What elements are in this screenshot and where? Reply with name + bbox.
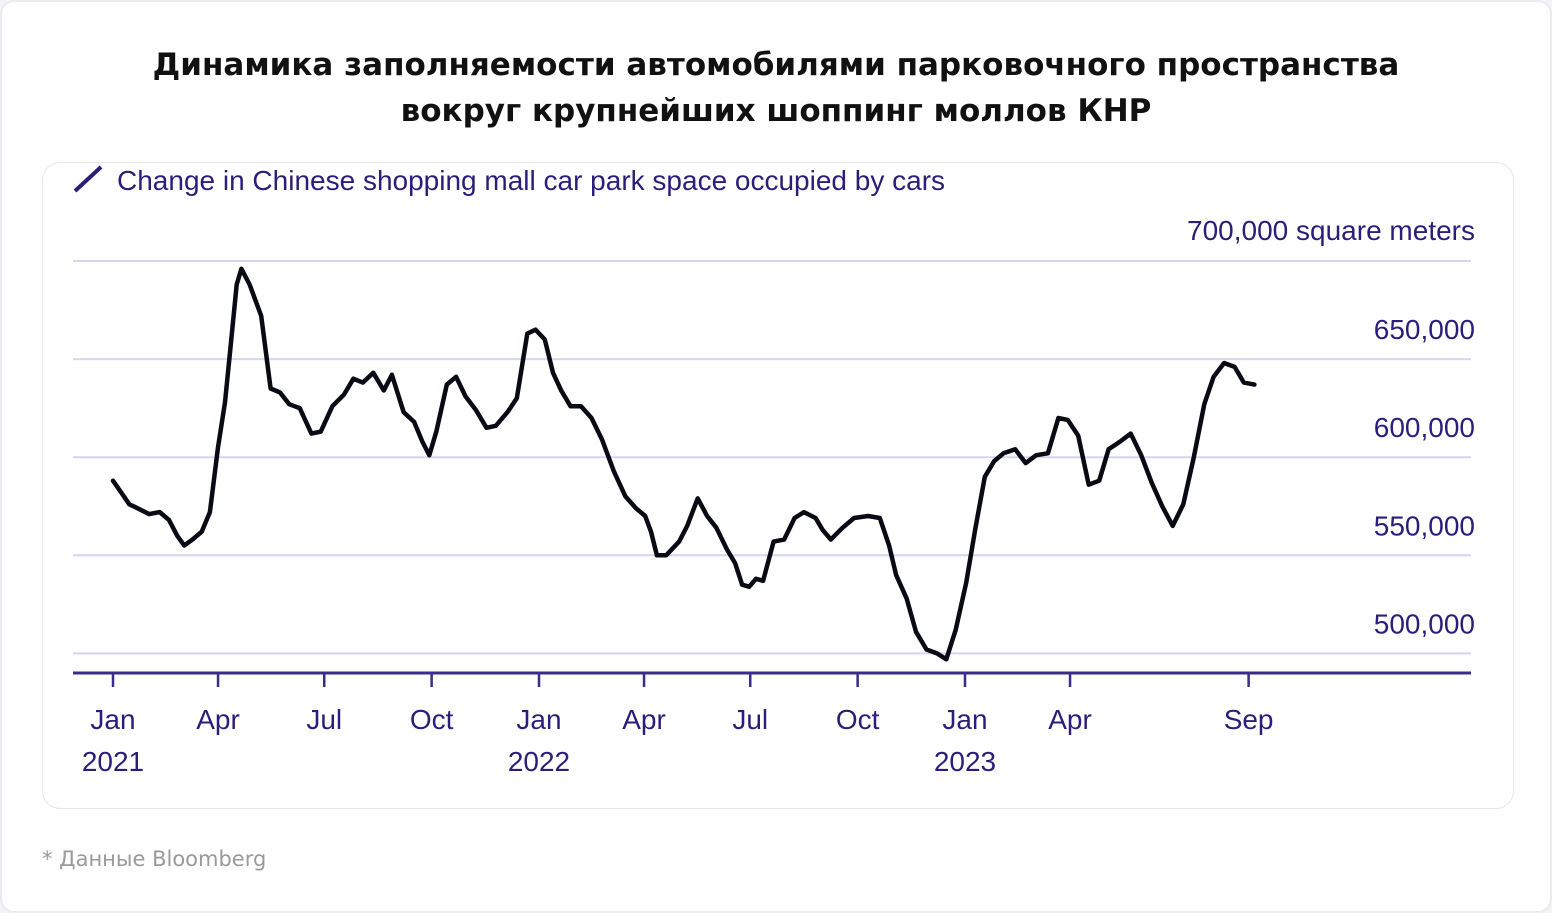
- page-title: Динамика заполняемости автомобилями парк…: [2, 42, 1550, 134]
- x-tick-label: Apr: [196, 704, 240, 735]
- x-tick-year-label: 2022: [508, 746, 570, 777]
- x-tick-label: Oct: [410, 704, 454, 735]
- grid-lines: [73, 260, 1471, 655]
- x-axis: Jan 2021 Apr Jul Oct Jan 2022 Apr Jul Oct Jan 2023 A…: [73, 671, 1471, 777]
- x-tick-label: Sep: [1224, 704, 1274, 735]
- x-tick-label: Jul: [732, 704, 768, 735]
- y-tick-label: 650,000: [1374, 314, 1475, 345]
- page-title-line-2: вокруг крупнейших шоппинг моллов КНР: [400, 93, 1152, 129]
- x-tick-label: Jan: [90, 704, 135, 735]
- series-line: [110, 266, 1257, 662]
- x-tick-label: Apr: [622, 704, 666, 735]
- chart-legend: Change in Chinese shopping mall car park…: [73, 165, 945, 196]
- x-tick-label: Oct: [836, 704, 880, 735]
- y-axis-unit-label: 700,000 square meters: [1187, 215, 1475, 246]
- chart-subtitle: Change in Chinese shopping mall car park…: [117, 165, 945, 196]
- page-title-line-1: Динамика заполняемости автомобилями парк…: [152, 47, 1400, 83]
- legend-line-icon: [73, 165, 103, 193]
- x-tick-year-label: 2023: [934, 746, 996, 777]
- y-tick-label: 500,000: [1374, 608, 1475, 639]
- line-chart: Change in Chinese shopping mall car park…: [73, 165, 1475, 777]
- x-tick-label: Jan: [942, 704, 987, 735]
- chart-card: Change in Chinese shopping mall car park…: [42, 162, 1514, 809]
- y-tick-label: 550,000: [1374, 510, 1475, 541]
- x-tick-label: Jan: [516, 704, 561, 735]
- series-group: [110, 266, 1257, 662]
- y-axis-tick-labels: 650,000 600,000 550,000 500,000: [1374, 314, 1475, 639]
- x-tick-label: Apr: [1048, 704, 1092, 735]
- x-tick-label: Jul: [306, 704, 342, 735]
- x-tick-year-label: 2021: [82, 746, 144, 777]
- y-tick-label: 600,000: [1374, 412, 1475, 443]
- source-note: * Данные Bloomberg: [42, 847, 267, 871]
